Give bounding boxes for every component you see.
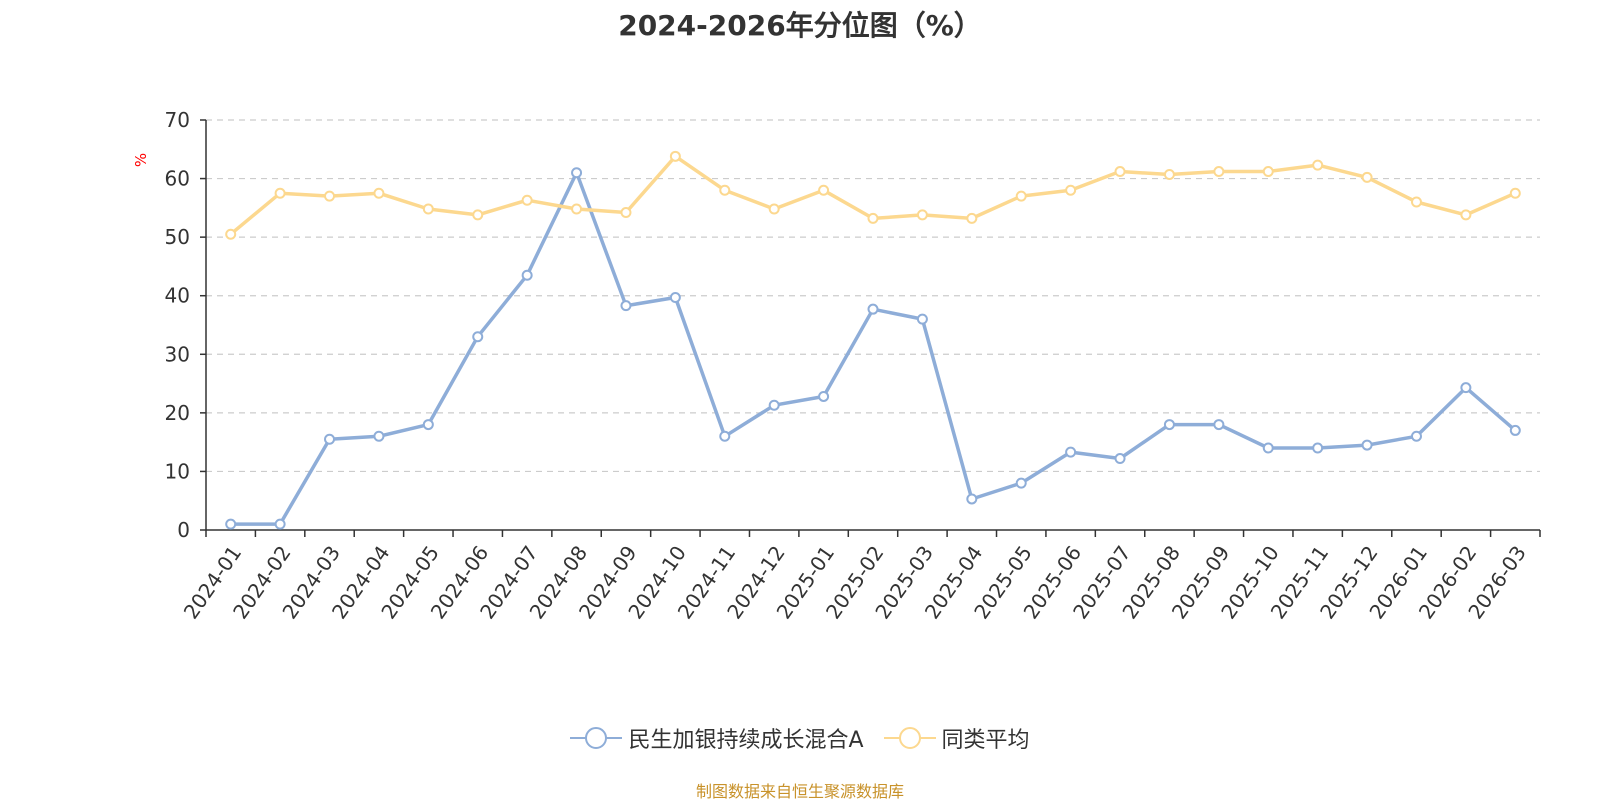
data-point-s1 xyxy=(966,212,978,224)
data-point-s1 xyxy=(571,203,583,215)
data-point-s0 xyxy=(422,419,434,431)
data-point-s0 xyxy=(867,303,879,315)
data-point-s0 xyxy=(324,433,336,445)
y-tick-label: 70 xyxy=(165,108,190,132)
data-point-s1 xyxy=(1361,171,1373,183)
data-point-s0 xyxy=(373,430,385,442)
data-point-s1 xyxy=(818,184,830,196)
legend-item-fund[interactable]: 民生加银持续成长混合A xyxy=(570,722,864,754)
data-point-s1 xyxy=(521,194,533,206)
data-point-s1 xyxy=(373,187,385,199)
data-point-s1 xyxy=(1163,168,1175,180)
grid-lines xyxy=(206,119,1540,473)
data-point-s0 xyxy=(1361,439,1373,451)
data-point-s0 xyxy=(1460,382,1472,394)
y-tick-label: 30 xyxy=(165,342,190,366)
data-point-s1 xyxy=(669,150,681,162)
legend: 民生加银持续成长混合A 同类平均 xyxy=(0,722,1600,754)
data-point-s1 xyxy=(719,184,731,196)
legend-item-average[interactable]: 同类平均 xyxy=(883,722,1030,754)
legend-marker-average-icon xyxy=(883,727,936,749)
data-point-s0 xyxy=(1015,477,1027,489)
data-point-s1 xyxy=(1262,166,1274,178)
data-point-s1 xyxy=(768,203,780,215)
data-point-s0 xyxy=(571,167,583,179)
y-tick-label: 0 xyxy=(177,518,190,542)
data-point-s1 xyxy=(274,187,286,199)
series-lines xyxy=(229,154,1517,526)
data-point-s1 xyxy=(1460,209,1472,221)
data-points xyxy=(225,150,1521,530)
data-point-s1 xyxy=(1114,166,1126,178)
source-note: 制图数据来自恒生聚源数据库 xyxy=(695,782,904,801)
data-point-s0 xyxy=(916,313,928,325)
data-point-s1 xyxy=(225,228,237,240)
y-tick-label: 10 xyxy=(165,459,190,483)
data-point-s1 xyxy=(1015,190,1027,202)
data-point-s0 xyxy=(1114,453,1126,465)
data-point-s1 xyxy=(422,203,434,215)
chart-title: 2024-2026年分位图（%） xyxy=(618,9,982,42)
data-point-s0 xyxy=(719,430,731,442)
data-point-s0 xyxy=(1312,442,1324,454)
data-point-s1 xyxy=(324,190,336,202)
data-point-s1 xyxy=(472,209,484,221)
data-point-s0 xyxy=(620,300,632,312)
data-point-s1 xyxy=(916,209,928,221)
data-point-s1 xyxy=(867,212,879,224)
y-tick-label: 40 xyxy=(165,284,190,308)
data-point-s0 xyxy=(818,390,830,402)
data-point-s0 xyxy=(1509,424,1521,436)
data-point-s0 xyxy=(1410,430,1422,442)
data-point-s1 xyxy=(1312,159,1324,171)
data-point-s1 xyxy=(1509,187,1521,199)
data-point-s0 xyxy=(1262,442,1274,454)
data-point-s0 xyxy=(768,399,780,411)
axes: 0102030405060702024-012024-022024-032024… xyxy=(165,108,1541,623)
data-point-s0 xyxy=(669,291,681,303)
legend-marker-fund-icon xyxy=(570,727,623,749)
data-point-s1 xyxy=(1065,184,1077,196)
data-point-s0 xyxy=(472,331,484,343)
y-tick-label: 60 xyxy=(165,167,190,191)
data-point-s0 xyxy=(966,493,978,505)
data-point-s0 xyxy=(1163,419,1175,431)
data-point-s0 xyxy=(225,518,237,530)
data-point-s1 xyxy=(1410,196,1422,208)
legend-label-fund: 民生加银持续成长混合A xyxy=(628,728,864,753)
data-point-s0 xyxy=(521,269,533,281)
data-point-s0 xyxy=(274,518,286,530)
y-tick-label: 50 xyxy=(165,225,190,249)
y-axis-unit-label: % xyxy=(132,153,150,167)
data-point-s1 xyxy=(620,207,632,219)
data-point-s0 xyxy=(1213,419,1225,431)
data-point-s0 xyxy=(1065,446,1077,458)
data-point-s1 xyxy=(1213,166,1225,178)
legend-label-average: 同类平均 xyxy=(941,728,1030,753)
y-tick-label: 20 xyxy=(165,401,190,425)
